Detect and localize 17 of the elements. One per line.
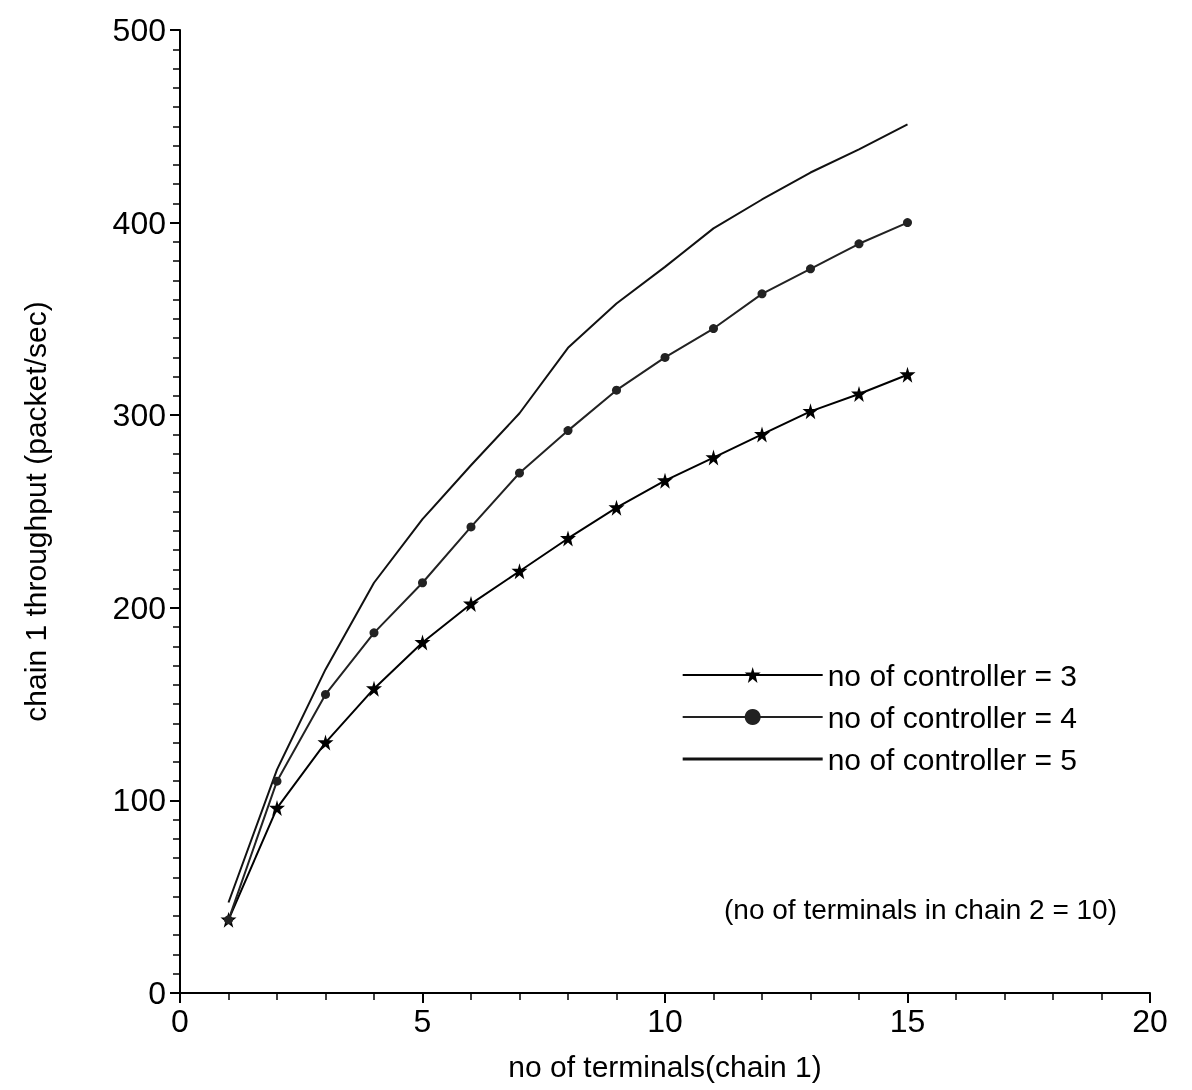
y-tick-label: 0: [148, 975, 166, 1011]
y-tick-label: 300: [112, 397, 166, 434]
y-tick-label: 100: [112, 782, 166, 819]
x-tick-label: 15: [889, 1003, 926, 1039]
legend-label: no of controller = 5: [827, 742, 1078, 776]
annotation: (no of terminals in chain 2 = 10): [724, 893, 1117, 925]
y-tick-label: 400: [112, 204, 166, 241]
x-axis-title: no of terminals(chain 1): [508, 1049, 822, 1083]
x-tick-label: 10: [647, 1003, 683, 1039]
y-axis-title: chain 1 throughput (packet/sec): [18, 301, 52, 722]
legend-label: no of controller = 4: [827, 700, 1078, 734]
y-tick-label: 500: [112, 12, 166, 48]
x-tick-label: 0: [171, 1003, 189, 1039]
y-tick-label: 200: [112, 589, 166, 626]
x-tick-label: 5: [413, 1003, 432, 1039]
legend-label: no of controller = 3: [827, 658, 1078, 692]
x-tick-label: 20: [1132, 1003, 1168, 1039]
